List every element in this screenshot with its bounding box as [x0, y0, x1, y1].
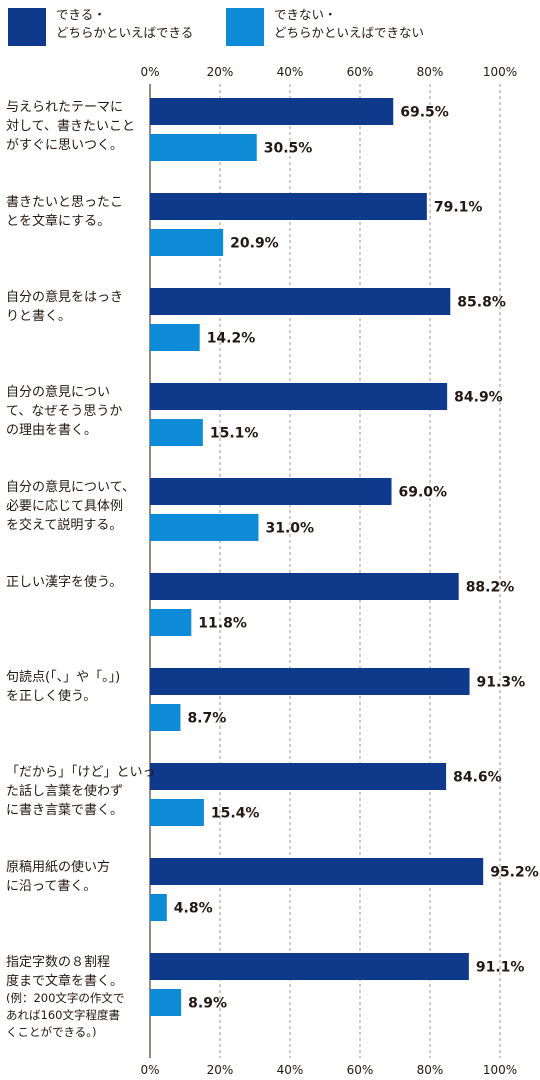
data-label: 14.2%: [207, 331, 256, 347]
bar: [150, 609, 192, 636]
x-tick-label-top: 40%: [277, 65, 304, 79]
data-label: 69.5%: [400, 105, 449, 121]
category-label: 「だから」「けど」といった話し言葉を使わずに書き言葉で書く。: [6, 765, 156, 818]
x-tick-label-top: 0%: [140, 65, 159, 79]
data-label: 69.0%: [399, 485, 448, 501]
data-label: 84.9%: [454, 390, 503, 406]
x-tick-label-bottom: 80%: [417, 1063, 444, 1077]
data-label: 8.7%: [187, 711, 226, 727]
bar: [150, 894, 167, 921]
x-tick-label-top: 60%: [347, 65, 374, 79]
x-tick-label-bottom: 60%: [347, 1063, 374, 1077]
category-label: 自分の意見について、必要に応じて具体例を交えて説明する。: [6, 479, 135, 533]
category-label: 自分の意見をはっきりと書く。: [6, 289, 123, 324]
bar: [150, 858, 484, 885]
x-tick-label-bottom: 20%: [207, 1063, 234, 1077]
category-note: (例：200文字の作文であれば160文字程度書くことができる。): [6, 991, 124, 1039]
data-label: 95.2%: [490, 865, 539, 881]
data-label: 88.2%: [466, 580, 515, 596]
legend-swatch-cannot: [226, 8, 264, 46]
bar: [150, 383, 448, 410]
data-label: 85.8%: [457, 295, 506, 311]
category-label: 原稿用紙の使い方に沿って書く。: [6, 859, 110, 894]
legend-label-cannot: できない・ どちらかといえばできない: [274, 7, 425, 40]
category-label: 指定字数の８割程度まで文章を書く。: [6, 954, 123, 989]
data-label: 8.9%: [188, 996, 227, 1012]
data-label: 79.1%: [434, 200, 483, 216]
data-label: 15.4%: [211, 806, 260, 822]
bar: [150, 478, 392, 505]
data-label: 15.1%: [210, 426, 259, 442]
category-label: 句読点(「、」や「。」)を正しく使う。: [6, 669, 120, 704]
bar: [150, 989, 182, 1016]
category-label: 自分の意見について、なぜそう思うかの理由を書く。: [6, 384, 122, 438]
x-tick-label-top: 80%: [417, 65, 444, 79]
data-label: 4.8%: [174, 901, 213, 917]
data-label: 84.6%: [453, 770, 502, 786]
bar: [150, 704, 181, 731]
category-label: 書きたいと思ったことを文章にする。: [6, 195, 123, 229]
x-tick-label-bottom: 100%: [483, 1063, 517, 1077]
bar: [150, 514, 259, 541]
bar: [150, 953, 469, 980]
bar: [150, 799, 204, 826]
x-tick-label-bottom: 40%: [277, 1063, 304, 1077]
data-label: 91.1%: [476, 960, 525, 976]
data-label: 30.5%: [264, 141, 313, 157]
legend: できる・ どちらかといえばできる できない・ どちらかといえばできない: [0, 6, 540, 56]
bar: [150, 98, 394, 125]
data-label: 31.0%: [266, 521, 315, 537]
bar: [150, 324, 200, 351]
category-label: 与えられたテーマに対して、書きたいことがすぐに思いつく。: [6, 100, 135, 153]
x-tick-label-top: 20%: [207, 65, 234, 79]
bar: [150, 668, 470, 695]
bar: [150, 193, 427, 220]
bar: [150, 288, 451, 315]
data-label: 11.8%: [198, 616, 247, 632]
bar: [150, 419, 203, 446]
data-label: 20.9%: [230, 236, 279, 252]
x-tick-label-bottom: 0%: [140, 1063, 159, 1077]
legend-label-can: できる・ どちらかといえばできる: [56, 7, 194, 40]
legend-swatch-can: [8, 8, 46, 46]
data-label: 91.3%: [477, 675, 526, 691]
bar: [150, 763, 447, 790]
bar: [150, 229, 224, 256]
category-label: 正しい漢字を使う。: [6, 574, 122, 590]
bar: [150, 134, 257, 161]
bar: [150, 573, 459, 600]
x-tick-label-top: 100%: [483, 65, 517, 79]
